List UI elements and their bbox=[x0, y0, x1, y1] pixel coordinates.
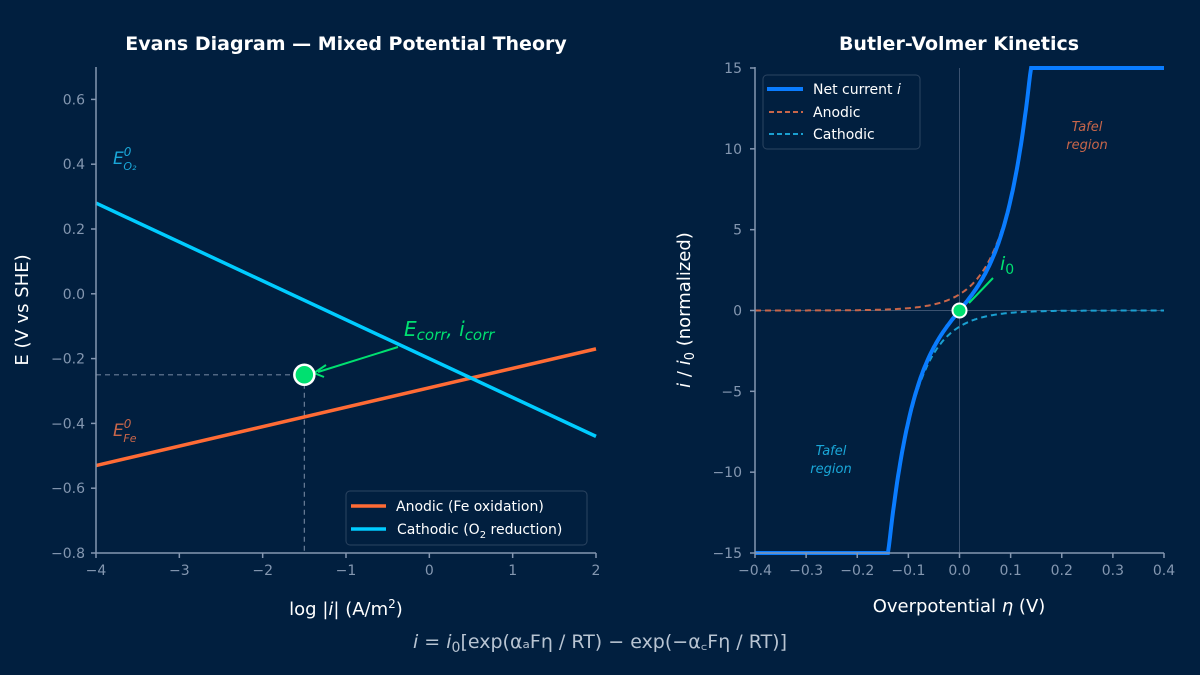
x-tick-label: 0.3 bbox=[1102, 563, 1124, 579]
e-fe-label: E0 Fe bbox=[113, 417, 137, 445]
legend-label-net: Net current i bbox=[813, 82, 901, 98]
y-tick-label: −5 bbox=[721, 384, 742, 400]
bv-legend: Net current i Anodic Cathodic bbox=[762, 74, 921, 150]
x-tick-label: 1 bbox=[508, 563, 517, 579]
butler-volmer-chart: Butler-Volmer Kinetics −0.4 −0.3 −0.2 −0.1 0… bbox=[674, 33, 1175, 617]
e-o2-label: E0 O₂ bbox=[113, 145, 137, 173]
y-tick-label: 10 bbox=[724, 142, 742, 158]
tafel-cathodic-line2: region bbox=[810, 462, 851, 477]
x-tick-label: 0.2 bbox=[1051, 563, 1073, 579]
x-tick-label: 0.4 bbox=[1153, 563, 1175, 579]
legend-label-anodic-bv: Anodic bbox=[813, 105, 861, 121]
tafel-anodic-line2: region bbox=[1066, 138, 1107, 153]
x-tick-label: −0.1 bbox=[891, 563, 925, 579]
bv-ticks: −0.4 −0.3 −0.2 −0.1 0.0 0.1 0.2 0.3 0.4 −15 −10 −5 0… bbox=[712, 61, 1175, 579]
y-tick-label: −0.2 bbox=[51, 352, 85, 368]
y-tick-label: −15 bbox=[712, 546, 742, 562]
evans-ticks: −4 −3 −2 −1 0 1 2 −0.8 −0.6 −0.4 −0.2 0.0 0.2 0.4 0.6 bbox=[51, 92, 600, 579]
tafel-anodic-line1: Tafel bbox=[1072, 120, 1103, 135]
ecorr-arrow bbox=[317, 346, 399, 373]
i0-arrow bbox=[968, 277, 994, 304]
y-tick-label: 15 bbox=[724, 61, 742, 77]
y-tick-label: 0.6 bbox=[63, 92, 85, 108]
x-tick-label: −0.3 bbox=[789, 563, 823, 579]
x-tick-label: 0.0 bbox=[948, 563, 970, 579]
y-tick-label: −0.4 bbox=[51, 416, 85, 432]
y-tick-label: 0.2 bbox=[63, 222, 85, 238]
y-tick-label: −0.6 bbox=[51, 481, 85, 497]
evans-plot-area bbox=[95, 201, 597, 553]
evans-y-label: E (V vs SHE) bbox=[12, 254, 33, 365]
x-tick-label: 2 bbox=[592, 563, 601, 579]
y-tick-label: −0.8 bbox=[51, 546, 85, 562]
evans-title: Evans Diagram — Mixed Potential Theory bbox=[125, 33, 567, 55]
legend-label-cathodic: Cathodic (O2 reduction) bbox=[397, 522, 562, 541]
x-tick-label: −0.4 bbox=[738, 563, 772, 579]
x-tick-label: −0.2 bbox=[840, 563, 874, 579]
evans-diagram: Evans Diagram — Mixed Potential Theory −… bbox=[12, 33, 600, 620]
i0-label: i0 bbox=[1000, 253, 1014, 278]
butler-volmer-formula: i = i0[exp(αₐFη / RT) − exp(−α꜀Fη / RT)] bbox=[413, 631, 787, 656]
y-tick-label: 0.4 bbox=[63, 157, 85, 173]
evans-legend-box bbox=[345, 490, 588, 546]
corrosion-point-marker bbox=[293, 363, 316, 387]
legend-label-cathodic-bv: Cathodic bbox=[813, 127, 875, 143]
y-tick-label: 0 bbox=[733, 304, 742, 320]
y-tick-label: 5 bbox=[733, 223, 742, 239]
bv-y-label: i / i0 (normalized) bbox=[674, 232, 698, 388]
cathodic-line bbox=[95, 201, 597, 438]
x-tick-label: −1 bbox=[336, 563, 357, 579]
y-tick-label: −10 bbox=[712, 465, 742, 481]
exchange-current-marker bbox=[951, 302, 968, 319]
x-tick-label: −3 bbox=[169, 563, 190, 579]
bv-title: Butler-Volmer Kinetics bbox=[839, 33, 1079, 55]
x-tick-label: −4 bbox=[86, 563, 107, 579]
ecorr-icorr-label: Ecorr, icorr bbox=[404, 317, 495, 344]
x-tick-label: 0.1 bbox=[999, 563, 1021, 579]
legend-label-anodic: Anodic (Fe oxidation) bbox=[396, 499, 544, 515]
evans-x-label: log |i| (A/m2) bbox=[289, 597, 403, 620]
x-tick-label: −2 bbox=[252, 563, 273, 579]
cathodic-current-curve bbox=[755, 309, 1164, 554]
tafel-cathodic-line1: Tafel bbox=[816, 444, 847, 459]
bv-legend-box bbox=[762, 74, 921, 150]
y-tick-label: 0.0 bbox=[63, 287, 85, 303]
bv-x-label: Overpotential η (V) bbox=[873, 596, 1046, 617]
evans-legend: Anodic (Fe oxidation) Cathodic (O2 reduc… bbox=[345, 490, 588, 546]
x-tick-label: 0 bbox=[425, 563, 434, 579]
anodic-line bbox=[95, 347, 597, 468]
